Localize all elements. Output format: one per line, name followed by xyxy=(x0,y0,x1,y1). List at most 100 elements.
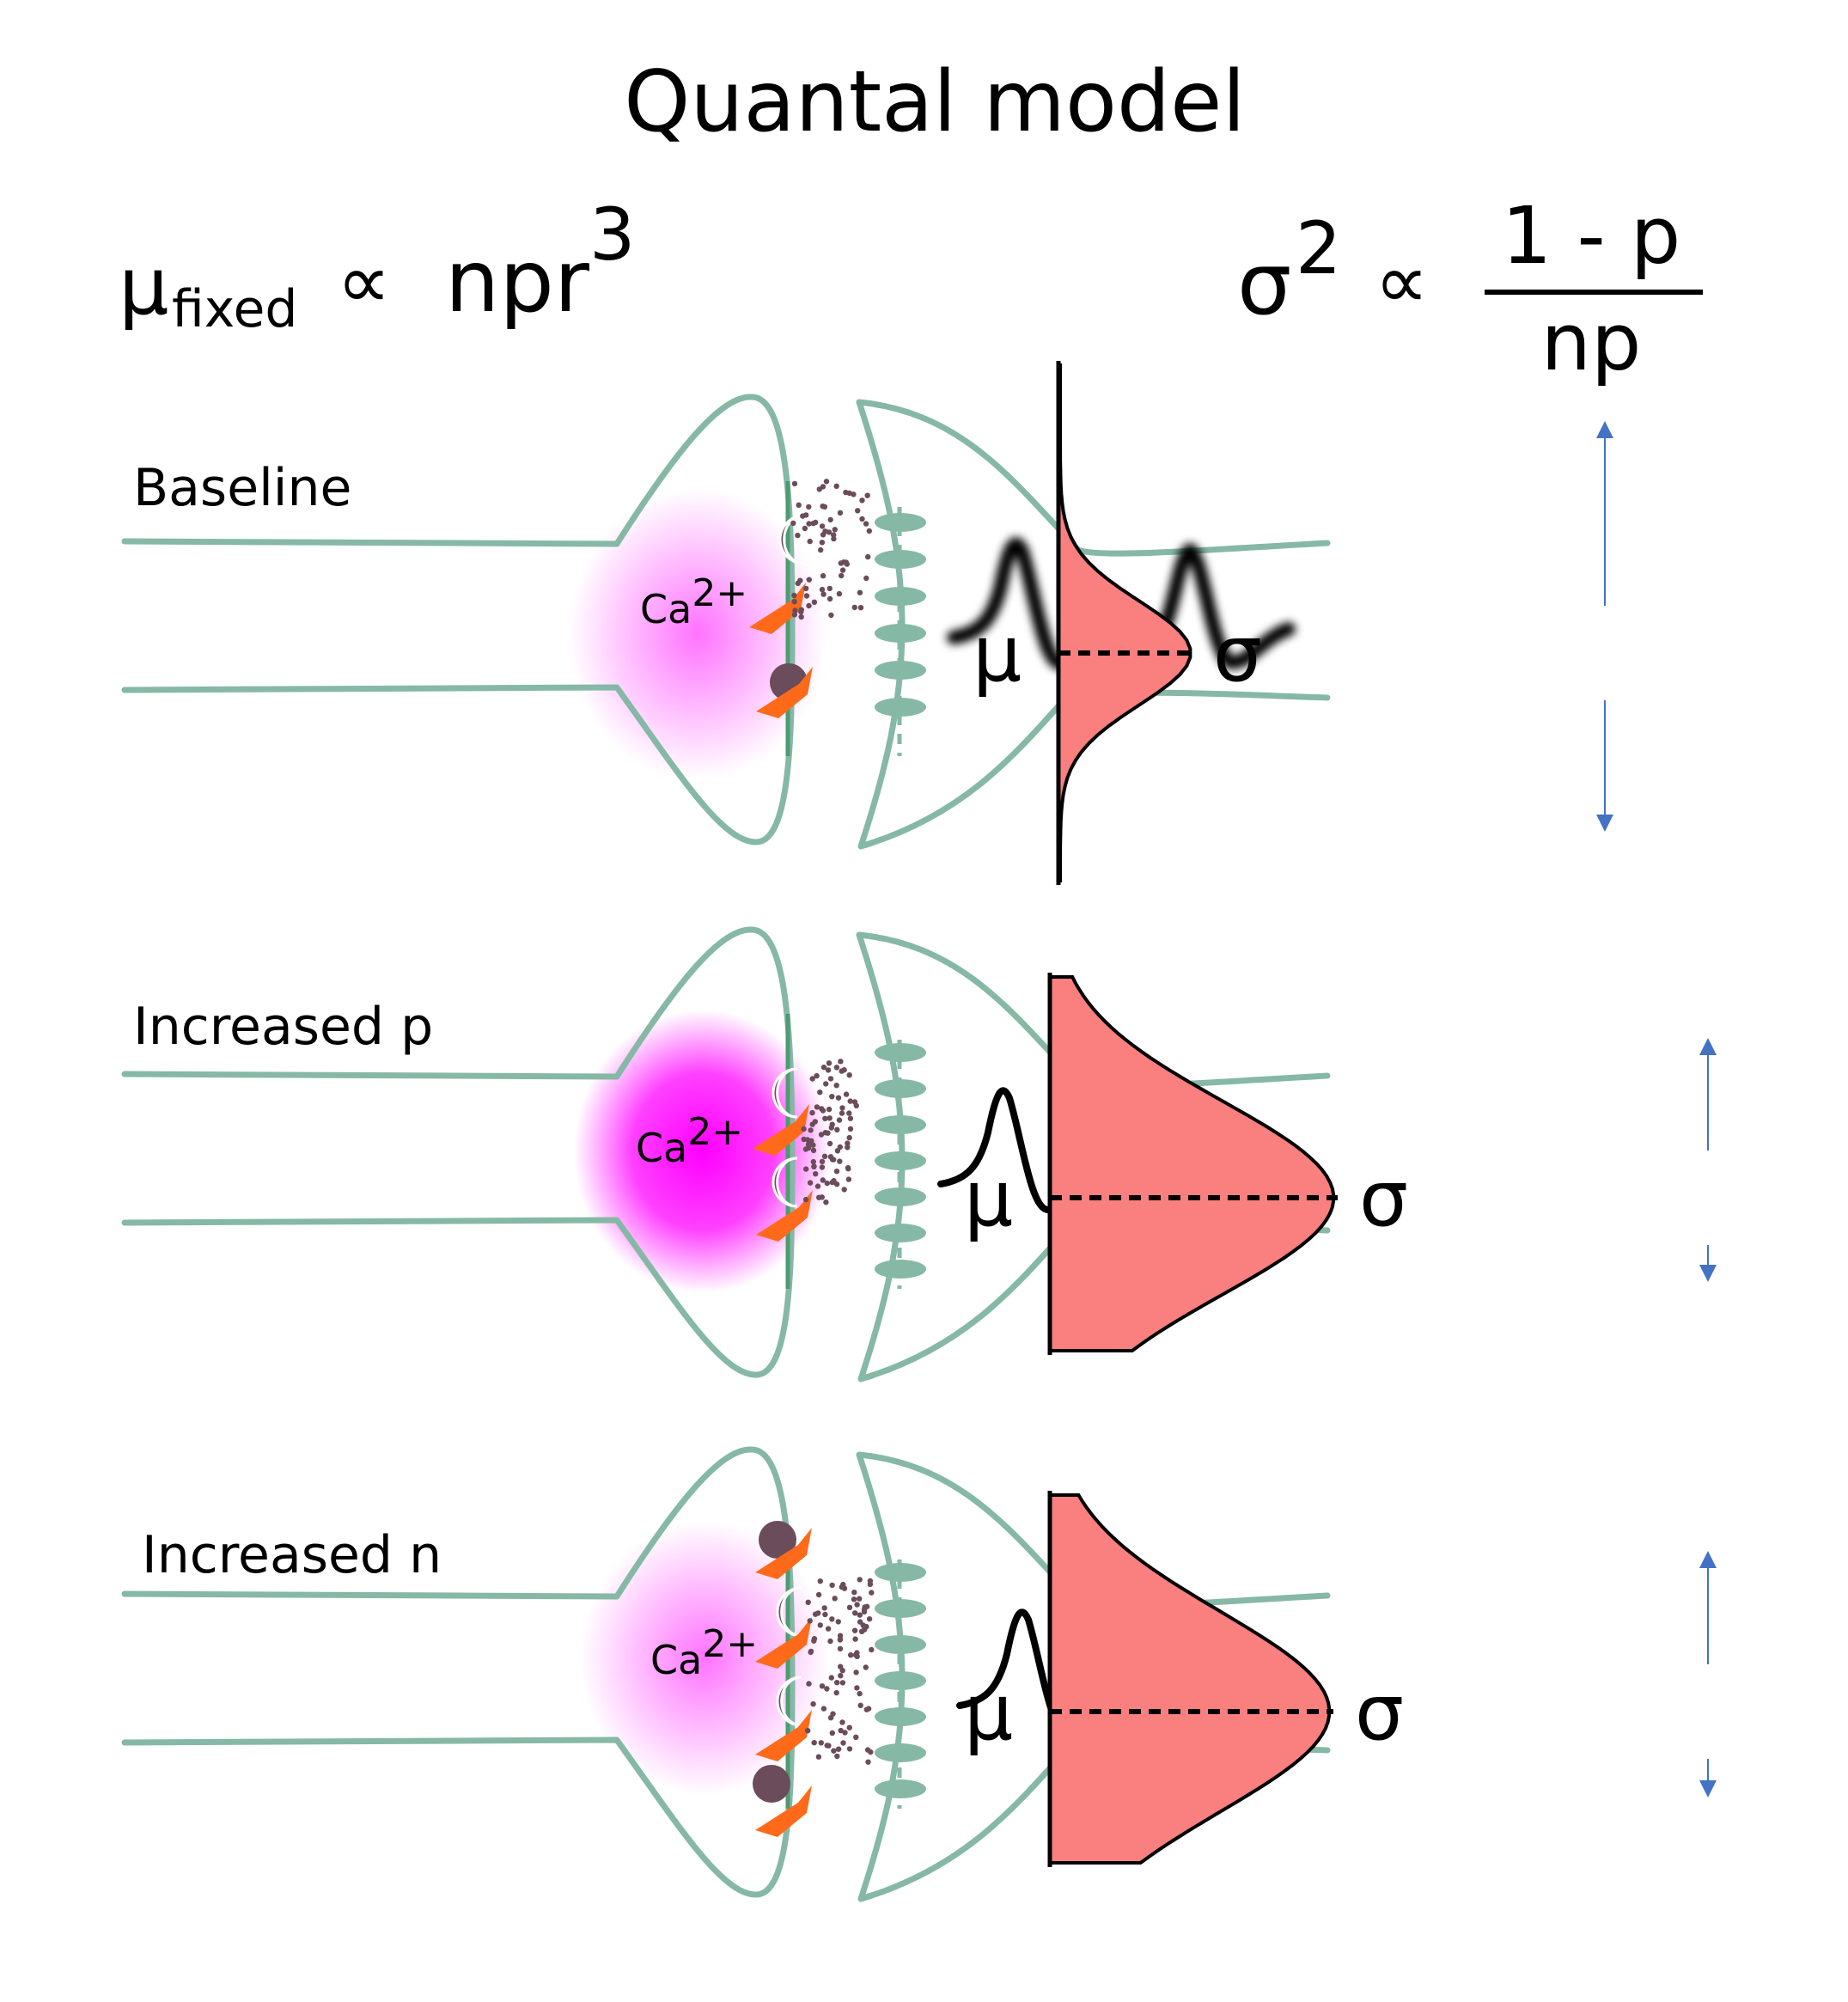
neurotransmitter-dot xyxy=(834,1126,840,1133)
neurotransmitter-dot xyxy=(829,1121,835,1127)
neurotransmitter-dot xyxy=(839,1719,845,1725)
calcium-channel xyxy=(749,583,806,634)
presynaptic-terminal xyxy=(121,926,796,1378)
neurotransmitter-dot xyxy=(839,1105,845,1111)
neurotransmitter-dot xyxy=(852,1610,858,1616)
neurotransmitter-dot xyxy=(833,483,839,489)
mean-label: μ xyxy=(964,1154,1013,1244)
neurotransmitter-dot xyxy=(854,1685,860,1691)
neurotransmitter-dot xyxy=(810,1142,816,1148)
neurotransmitter-dot xyxy=(851,604,857,611)
neurotransmitter-dot xyxy=(817,1622,823,1628)
neurotransmitter-dot xyxy=(796,502,802,508)
neurotransmitter-dot xyxy=(815,1610,821,1616)
neurotransmitter-dot xyxy=(831,1157,837,1163)
neurotransmitter-dot xyxy=(817,1090,823,1096)
neurotransmitter-dot xyxy=(836,590,843,597)
neurotransmitter-dot xyxy=(834,1148,841,1154)
neurotransmitter-dot xyxy=(810,521,816,527)
calcium-charge: 2+ xyxy=(687,1110,743,1154)
neurotransmitter-dot xyxy=(869,1646,875,1653)
neurotransmitter-dot xyxy=(803,593,810,599)
neurotransmitter-dot xyxy=(826,1140,833,1147)
neurotransmitter-dot xyxy=(813,1171,819,1177)
mean-label: μ xyxy=(973,609,1022,699)
neurotransmitter-dot xyxy=(852,1636,858,1642)
neurotransmitter-dot xyxy=(832,1596,838,1602)
neurotransmitter-dot xyxy=(810,1147,817,1154)
neurotransmitter-dot xyxy=(790,520,796,527)
neurotransmitter-dot xyxy=(826,1106,833,1113)
neurotransmitter-dot xyxy=(839,1068,845,1074)
neurotransmitter-dot xyxy=(857,1702,863,1709)
receptor xyxy=(875,661,926,680)
neurotransmitter-dot xyxy=(821,504,828,510)
neurotransmitter-dot xyxy=(863,1623,869,1630)
neurotransmitter-dot xyxy=(819,1683,826,1689)
neurotransmitter-dot xyxy=(846,1134,852,1141)
sigma-label: σ xyxy=(1359,1154,1408,1244)
vesicle xyxy=(753,1765,790,1803)
mean-exponent: 3 xyxy=(589,192,635,277)
receptor xyxy=(875,1260,926,1279)
mean-formula: μ fixed ∝ npr 3 xyxy=(119,192,635,339)
distribution-curve xyxy=(1048,1493,1332,1865)
neurotransmitter-dot xyxy=(829,1616,835,1622)
neurotransmitter-dot xyxy=(807,1618,813,1624)
calcium-symbol: Ca xyxy=(650,1637,702,1683)
neurotransmitter-dot xyxy=(834,1680,840,1686)
neurotransmitter-dot xyxy=(866,1616,873,1622)
neurotransmitter-dot xyxy=(823,1199,829,1205)
neurotransmitter-dot xyxy=(846,1072,852,1078)
fused-vesicle xyxy=(772,1067,798,1119)
neurotransmitter-dot xyxy=(806,521,812,527)
neurotransmitter-dot xyxy=(853,1669,859,1675)
neurotransmitter-dot xyxy=(828,612,834,619)
neurotransmitter-dot xyxy=(815,1754,822,1760)
neurotransmitter-dot xyxy=(802,1196,809,1203)
receptor xyxy=(875,1563,926,1582)
neurotransmitter-dot xyxy=(829,1094,835,1100)
variance-symbol: σ xyxy=(1237,234,1291,334)
mean-proportional: ∝ xyxy=(337,237,391,326)
calcium-channel xyxy=(755,1528,812,1579)
neurotransmitter-dot xyxy=(824,1686,830,1692)
neurotransmitter-dot xyxy=(827,1638,833,1645)
calcium-channel xyxy=(753,1104,809,1156)
synapse-panel: Ca2+ Increased p μ σ xyxy=(121,926,1717,1382)
neurotransmitter-dot xyxy=(863,521,869,527)
neurotransmitter-dot xyxy=(811,1740,817,1746)
mean-symbol: μ xyxy=(119,241,169,333)
neurotransmitter-dot xyxy=(826,1060,833,1066)
calcium-symbol: Ca xyxy=(636,1125,687,1171)
neurotransmitter-dot xyxy=(815,1591,822,1598)
neurotransmitter-dot xyxy=(833,1083,839,1089)
neurotransmitter-dot xyxy=(857,1690,863,1697)
fused-vesicle xyxy=(778,514,805,565)
neurotransmitter-dot xyxy=(842,1730,848,1736)
neurotransmitter-dot xyxy=(841,1187,847,1193)
neurotransmitter-dot xyxy=(837,1158,843,1164)
distribution-curve xyxy=(1048,975,1336,1352)
panel-label: Increased n xyxy=(142,1525,442,1585)
receptor xyxy=(875,1079,926,1098)
neurotransmitter-dot xyxy=(805,1599,811,1606)
receptor xyxy=(875,550,926,569)
neurotransmitter-dot xyxy=(825,1130,831,1136)
neurotransmitter-dot xyxy=(791,592,797,599)
neurotransmitter-dot xyxy=(854,1653,860,1660)
neurotransmitter-dot xyxy=(845,1140,851,1146)
neurotransmitter-dot xyxy=(791,599,797,605)
neurotransmitter-dot xyxy=(869,1590,875,1596)
receptor xyxy=(875,1743,926,1762)
neurotransmitter-dot xyxy=(819,1106,825,1112)
neurotransmitter-dot xyxy=(820,1706,827,1712)
neurotransmitter-dot xyxy=(853,1734,859,1741)
neurotransmitter-dot xyxy=(826,595,833,602)
neurotransmitter-dot xyxy=(820,591,826,597)
neurotransmitter-dot xyxy=(847,1098,853,1104)
neurotransmitter-dot xyxy=(865,1759,871,1765)
calcium-channel xyxy=(756,667,813,718)
receptor xyxy=(875,698,926,717)
